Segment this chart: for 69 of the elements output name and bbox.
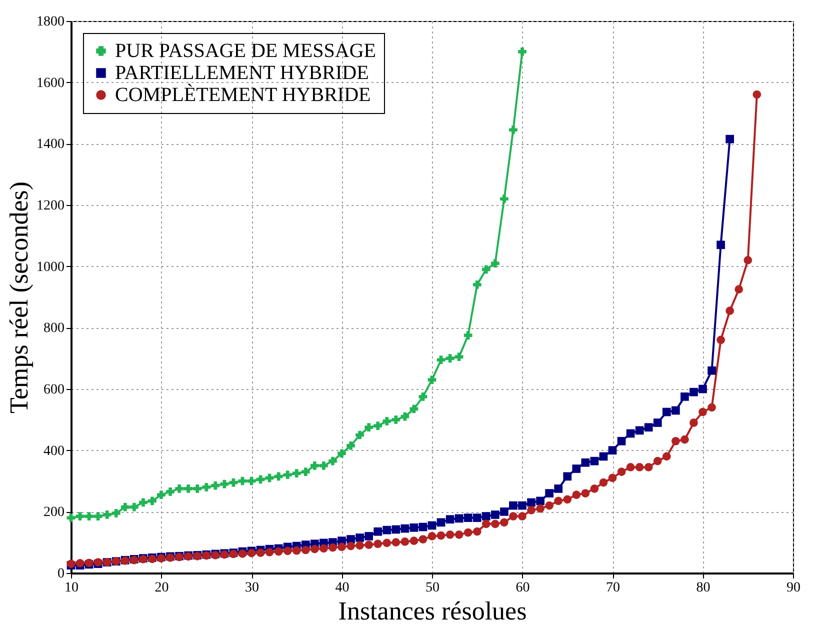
point (76, 512, 84, 520)
y-tick-label: 1600 (36, 76, 64, 91)
point (193, 484, 202, 493)
x-tick-label: 80 (696, 580, 710, 596)
point (364, 423, 374, 432)
y-tick-label: 400 (44, 444, 64, 459)
point (94, 512, 102, 520)
point (446, 354, 454, 363)
y-axis-title: Temps réel (secondes) (4, 181, 34, 414)
x-tick-label: 60 (516, 580, 530, 596)
point (139, 498, 148, 507)
point (102, 510, 112, 519)
x-tick-label: 20 (154, 580, 169, 596)
point (428, 376, 436, 384)
y-tick-label: 1800 (36, 14, 64, 30)
point (175, 484, 184, 493)
point (464, 331, 472, 340)
x-axis-title: Instances résolues (338, 596, 527, 626)
x-tick-label: 40 (335, 580, 350, 596)
point (338, 449, 346, 458)
point (120, 502, 130, 512)
point (518, 47, 526, 56)
point (490, 259, 500, 268)
x-tick-label: 70 (606, 580, 620, 596)
y-tick-label: 800 (44, 321, 64, 336)
point (148, 496, 156, 506)
y-tick-label: 1400 (36, 137, 64, 152)
point (292, 469, 301, 478)
point (400, 412, 410, 421)
point (130, 502, 138, 512)
legend-label: COMPLÈTEMENT HYBRIDE (115, 83, 371, 106)
point (84, 512, 94, 520)
point (328, 456, 337, 466)
y-tick-label: 1000 (36, 260, 64, 275)
y-tick-label: 1200 (36, 198, 64, 214)
point (301, 468, 310, 476)
point (482, 265, 490, 274)
point (184, 484, 193, 493)
y-tick-label: 0 (58, 566, 64, 582)
point (310, 461, 319, 470)
point (418, 392, 428, 401)
legend-label: PARTIELLEMENT HYBRIDE (115, 62, 369, 84)
point (374, 422, 382, 430)
y-tick-label: 200 (44, 505, 64, 520)
point (283, 470, 292, 480)
point (382, 417, 392, 426)
y-tick-label: 600 (44, 382, 64, 398)
point (211, 481, 220, 490)
point (436, 356, 446, 364)
point (500, 194, 508, 204)
x-tick-label: 10 (64, 580, 78, 596)
point (346, 442, 355, 450)
x-tick-label: 30 (245, 580, 259, 596)
point (472, 280, 482, 289)
point (392, 415, 400, 424)
point (166, 488, 174, 496)
point (202, 482, 211, 492)
point (454, 352, 464, 361)
point (112, 509, 120, 518)
x-tick-label: 50 (426, 580, 440, 596)
point (66, 514, 76, 522)
point (157, 490, 166, 499)
point (274, 472, 283, 481)
point (220, 480, 229, 488)
point (320, 461, 328, 470)
x-tick-label: 90 (786, 580, 800, 596)
legend-label: PUR PASSAGE DE MESSAGE (115, 40, 376, 62)
point (509, 126, 518, 134)
point (356, 430, 364, 440)
